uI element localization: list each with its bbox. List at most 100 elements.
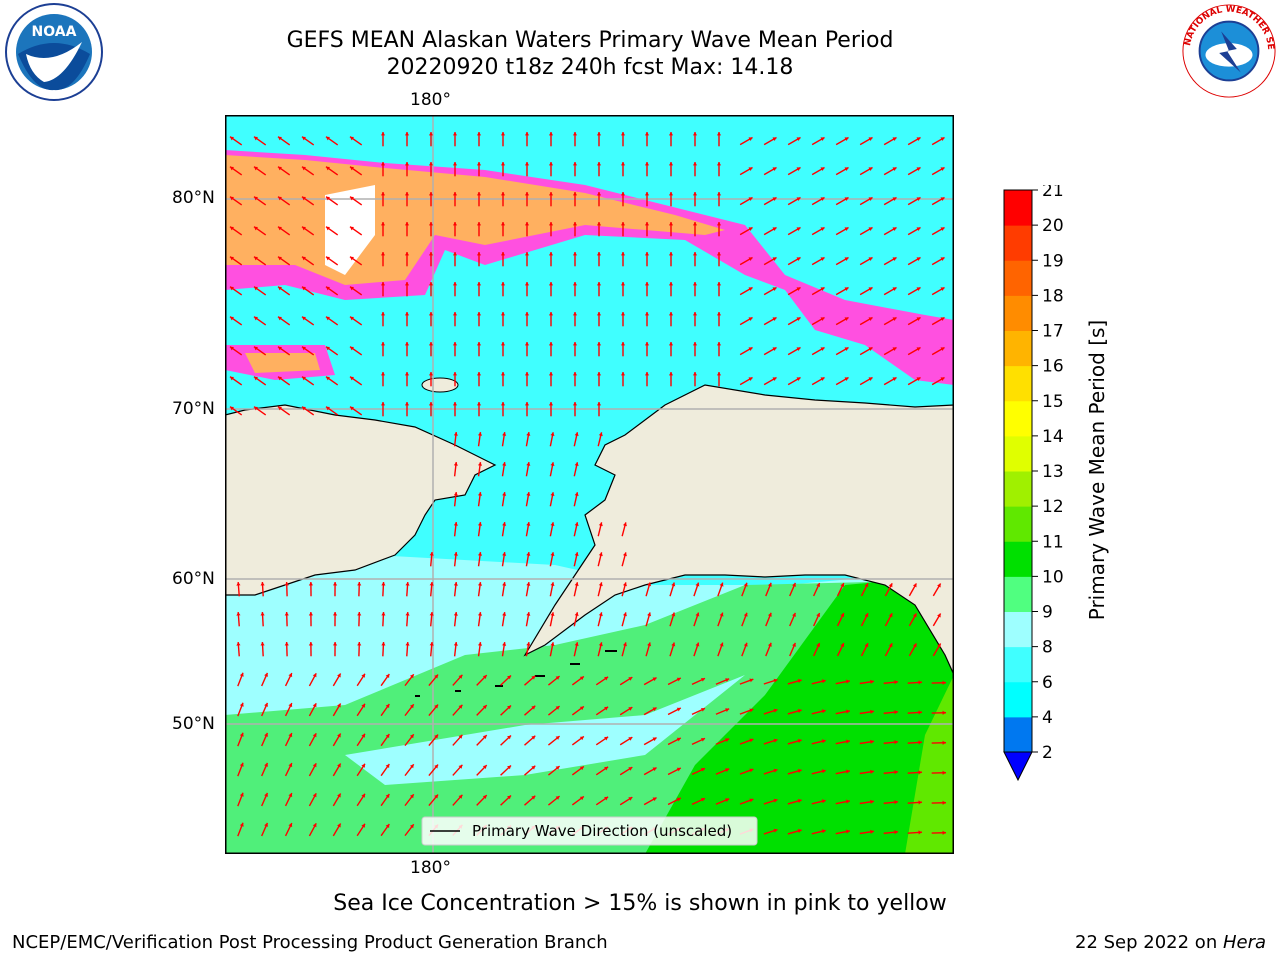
wave-arrow-head — [596, 162, 602, 166]
wave-arrow-head — [692, 342, 698, 346]
wave-arrow-head — [229, 406, 234, 411]
wave-arrow-head — [264, 732, 268, 737]
wave-arrow-head — [572, 162, 578, 166]
wave-arrow-head — [502, 612, 507, 616]
wave-arrow-head — [385, 794, 390, 798]
wave-arrow-head — [716, 372, 722, 376]
wave-arrow-head — [596, 252, 602, 256]
wave-arrow-head — [476, 372, 482, 376]
wave-arrow-head — [312, 703, 317, 708]
wave-arrow-head — [701, 767, 705, 772]
wave-arrow-head — [844, 227, 849, 231]
wave-arrow-head — [253, 166, 258, 171]
wave-arrow-head — [409, 764, 414, 769]
wave-arrow-head — [716, 312, 722, 316]
wave-arrow-head — [361, 733, 365, 738]
wave-arrow-head — [236, 642, 241, 646]
wave-arrow-head — [380, 312, 386, 316]
wave-arrow-head — [349, 406, 354, 411]
wave-arrow-head — [596, 372, 602, 376]
wave-arrow-head — [644, 282, 650, 286]
wave-arrow-head — [692, 282, 698, 286]
wave-arrow-head — [574, 612, 579, 617]
wave-arrow-head — [892, 227, 897, 231]
wave-arrow-head — [748, 227, 753, 231]
nws-logo: NATIONAL WEATHER SERVICE — [1180, 2, 1276, 98]
wave-arrow-head — [574, 432, 579, 437]
wave-arrow-head — [579, 706, 584, 711]
wave-arrow-head — [888, 583, 893, 588]
wave-arrow-head — [668, 312, 674, 316]
wave-arrow-head — [349, 196, 354, 201]
wave-arrow-head — [772, 167, 777, 171]
wave-arrow-head — [312, 763, 317, 768]
colorbar-cell — [1004, 716, 1032, 753]
wave-arrow-head — [620, 372, 626, 376]
wave-arrow-head — [349, 316, 354, 321]
wave-arrow-head — [716, 282, 722, 286]
wave-arrow-head — [288, 763, 293, 768]
wave-arrow-head — [404, 402, 410, 406]
wave-arrow-head — [796, 167, 801, 171]
wave-arrow-head — [773, 798, 778, 803]
wave-arrow-head — [429, 582, 434, 586]
wave-arrow-head — [452, 342, 458, 346]
wave-arrow-head — [531, 765, 536, 770]
wave-arrow-head — [844, 137, 849, 141]
wave-arrow-head — [548, 342, 554, 346]
wave-arrow-head — [284, 582, 289, 586]
wave-arrow-head — [772, 347, 777, 351]
wave-arrow-head — [797, 678, 802, 683]
wave-arrow-head — [548, 372, 554, 376]
wave-arrow-head — [796, 197, 801, 201]
colorbar-tick-label: 15 — [1042, 392, 1064, 412]
wave-arrow-head — [820, 347, 825, 351]
wave-arrow-head — [349, 286, 354, 291]
lat-label-60: 60°N — [172, 569, 215, 589]
wave-arrow-head — [380, 252, 386, 256]
wave-arrow-head — [796, 227, 801, 231]
wave-arrow-head — [574, 492, 579, 497]
wave-arrow-head — [652, 677, 657, 682]
wave-arrow-head — [482, 765, 487, 770]
wave-arrow-head — [749, 708, 754, 713]
wave-arrow-head — [500, 222, 506, 226]
wave-arrow-head — [524, 342, 530, 346]
wave-arrow-head — [572, 252, 578, 256]
wave-arrow-head — [500, 252, 506, 256]
wave-arrow-head — [409, 704, 414, 709]
wave-arrow-head — [452, 282, 458, 286]
wave-arrow-head — [743, 612, 748, 617]
wave-arrow-head — [477, 552, 483, 556]
wave-arrow-head — [772, 257, 777, 261]
wave-arrow-head — [868, 317, 873, 321]
wave-arrow-head — [846, 679, 850, 684]
wave-arrow-head — [692, 162, 698, 166]
wave-arrow-head — [820, 227, 825, 231]
wave-arrow-head — [598, 582, 603, 587]
wave-arrow-head — [531, 735, 536, 740]
wave-arrow-head — [277, 376, 282, 381]
wave-arrow-head — [894, 770, 898, 775]
wave-arrow-head — [572, 342, 578, 346]
wave-arrow-head — [325, 316, 330, 321]
wave-arrow-head — [333, 642, 338, 646]
wave-arrow-head — [820, 287, 825, 291]
wave-arrow-head — [892, 317, 897, 321]
wave-arrow-head — [716, 342, 722, 346]
wave-arrow-head — [264, 792, 268, 797]
wave-arrow-head — [385, 764, 390, 768]
wave-arrow-head — [748, 137, 753, 141]
wave-arrow-head — [743, 582, 748, 587]
colorbar-tick-label: 19 — [1042, 251, 1064, 271]
wave-arrow-head — [385, 704, 390, 708]
noaa-logo: NOAA — [5, 3, 103, 101]
wave-arrow-head — [277, 256, 282, 261]
wave-arrow-head — [596, 402, 602, 406]
wave-arrow-head — [767, 642, 772, 647]
wave-arrow-head — [749, 678, 754, 683]
wave-arrow-head — [644, 252, 650, 256]
wave-arrow-head — [676, 797, 681, 802]
colorbar-cell — [1004, 435, 1032, 472]
wave-arrow-head — [524, 402, 530, 406]
